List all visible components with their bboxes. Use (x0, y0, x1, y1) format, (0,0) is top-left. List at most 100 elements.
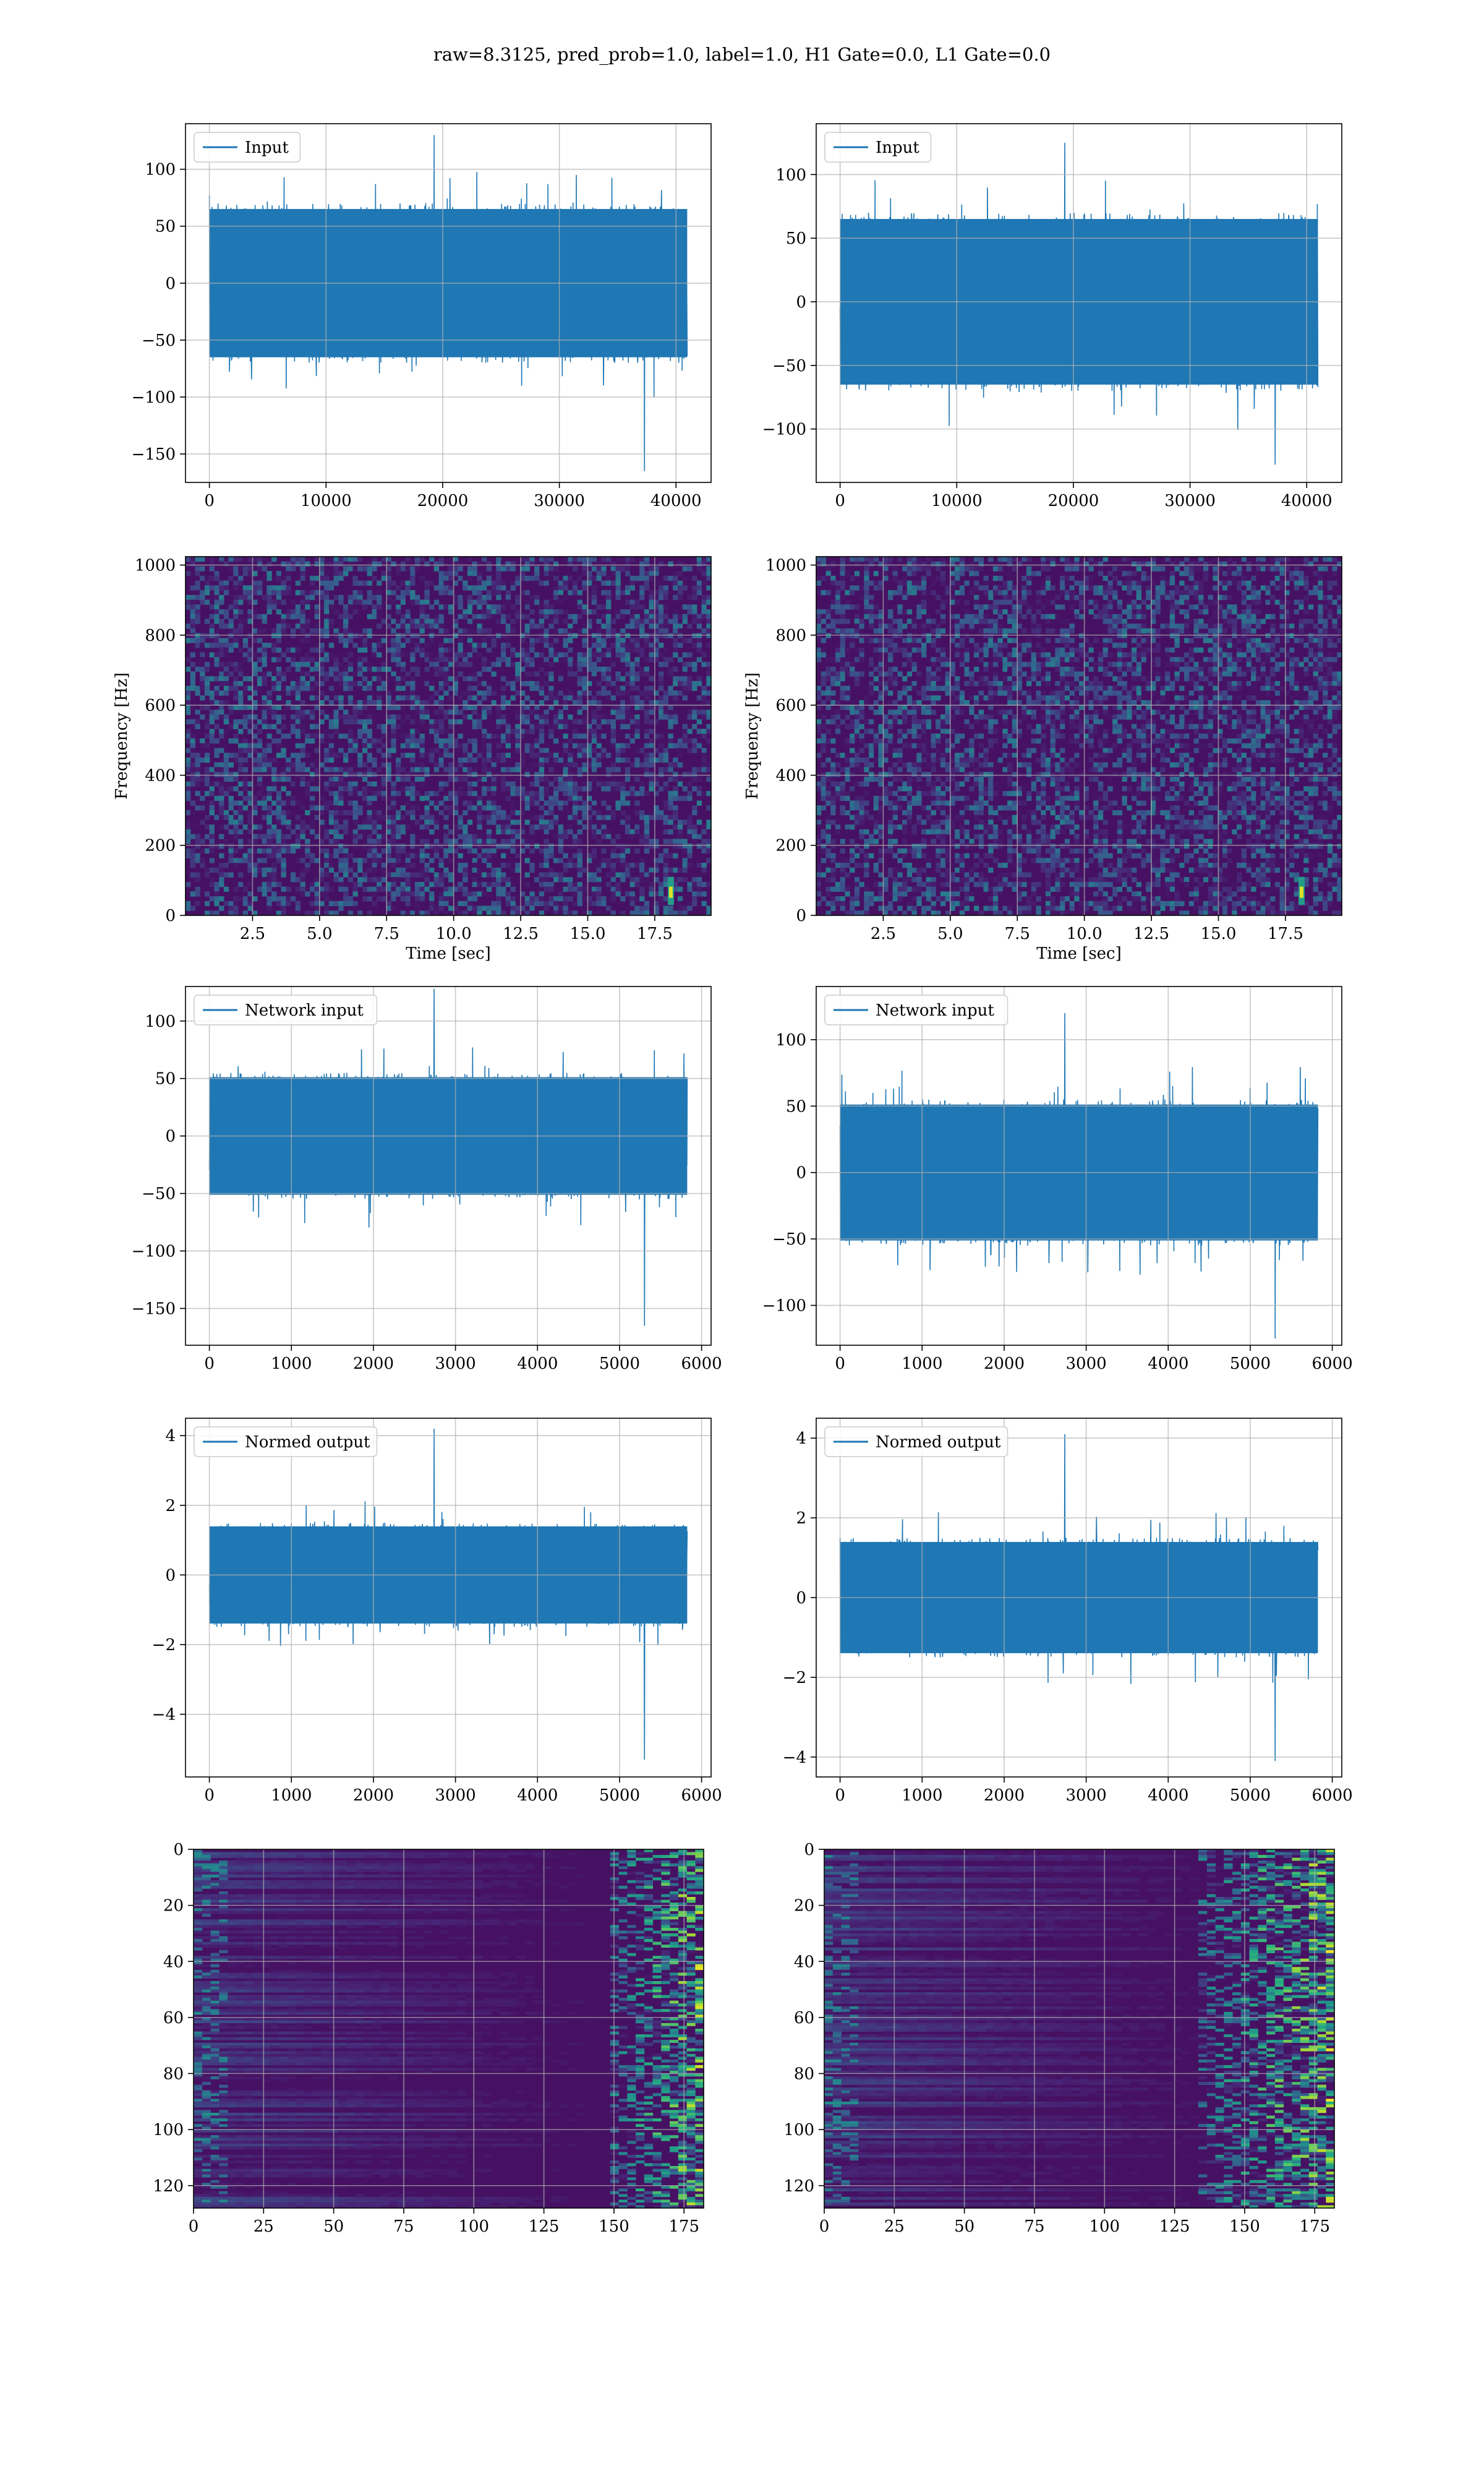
spectrogram-cell (606, 652, 612, 657)
spectrogram-cell (1112, 566, 1118, 571)
spectrogram-cell (591, 719, 597, 725)
spectrogram-cell (659, 594, 664, 601)
spectrogram-cell (372, 795, 377, 801)
spectrogram-cell (281, 844, 286, 849)
spectrogram-cell (314, 623, 320, 629)
spectrogram-cell (223, 714, 229, 720)
spectrogram-cell (247, 824, 253, 830)
spectrogram-cell (328, 700, 335, 706)
spectrogram-cell (606, 580, 612, 586)
spectrogram-cell (548, 609, 554, 615)
spectrogram-cell (424, 585, 430, 591)
spectrogram-cell (482, 767, 487, 773)
spectrogram-cell (438, 643, 444, 648)
spectrogram-cell (682, 877, 688, 883)
spectrogram-cell (558, 839, 563, 844)
spectrogram-cell (448, 810, 454, 816)
spectrogram-cell (352, 709, 358, 715)
spectrogram-cell (974, 585, 979, 591)
spectrogram-cell (491, 839, 497, 844)
spectrogram-cell (348, 790, 353, 797)
spectrogram-cell (477, 810, 482, 816)
spectrogram-cell (620, 566, 626, 571)
spectrogram-cell (902, 594, 908, 601)
spectrogram-cell (324, 867, 330, 873)
spectrogram-cell (333, 571, 339, 576)
spectrogram-cell (443, 839, 449, 844)
spectrogram-cell (381, 877, 387, 883)
spectrogram-cell (1184, 566, 1190, 571)
spectrogram-cell (486, 580, 492, 586)
spectrogram-cell (692, 724, 697, 729)
spectrogram-cell (319, 877, 325, 883)
spectrogram-cell (615, 872, 621, 878)
spectrogram-cell (286, 834, 291, 839)
spectrogram-cell (242, 643, 248, 648)
spectrogram-cell (219, 762, 224, 768)
spectrogram-cell (1169, 571, 1175, 576)
spectrogram-cell (438, 666, 444, 672)
spectrogram-cell (453, 886, 458, 892)
spectrogram-cell (453, 810, 458, 816)
spectrogram-cell (343, 643, 349, 648)
spectrogram-cell (654, 790, 659, 797)
spectrogram-cell (486, 910, 492, 915)
spectrogram-cell (438, 652, 444, 657)
spectrogram-cell (247, 585, 253, 591)
spectrogram-cell (209, 844, 215, 849)
spectrogram-cell (448, 647, 454, 653)
spectrogram-cell (634, 695, 640, 701)
spectrogram-cell (673, 786, 678, 792)
spectrogram-cell (348, 810, 353, 816)
spectrogram-cell (620, 704, 626, 710)
spectrogram-cell (186, 690, 191, 696)
spectrogram-cell (644, 571, 650, 576)
spectrogram-cell (386, 594, 391, 601)
spectrogram-cell (568, 633, 573, 638)
spectrogram-cell (491, 790, 497, 797)
spectrogram-cell (687, 844, 693, 849)
spectrogram-cell (338, 844, 344, 849)
spectrogram-cell (673, 824, 678, 830)
spectrogram-cell (267, 795, 272, 801)
spectrogram-cell (477, 690, 482, 696)
spectrogram-cell (534, 704, 540, 710)
spectrogram-cell (328, 748, 335, 753)
spectrogram-cell (591, 638, 597, 643)
spectrogram-cell (673, 776, 678, 782)
spectrogram-cell (668, 743, 673, 748)
spectrogram-cell (467, 905, 473, 911)
spectrogram-cell (692, 829, 697, 835)
spectrogram-cell (419, 820, 425, 825)
spectrogram-cell (629, 738, 635, 744)
spectrogram-cell (367, 662, 372, 667)
spectrogram-cell (496, 704, 501, 710)
y-tick-label: 100 (775, 166, 806, 184)
spectrogram-cell (649, 571, 654, 576)
spectrogram-cell (840, 561, 845, 567)
spectrogram-cell (940, 575, 946, 581)
spectrogram-cell (276, 695, 282, 701)
spectrogram-cell (936, 575, 941, 581)
spectrogram-cell (553, 901, 559, 907)
spectrogram-cell (510, 896, 516, 902)
spectrogram-cell (1274, 575, 1281, 581)
spectrogram-cell (505, 824, 511, 830)
spectrogram-cell (324, 829, 330, 835)
spectrogram-cell (267, 599, 272, 605)
spectrogram-cell (410, 872, 416, 878)
subplot-grid: 0 10000 20000 30000 40000−150−100−50050100In… (113, 123, 1353, 2236)
spectrogram-cell (472, 719, 477, 725)
spectrogram-cell (271, 839, 277, 844)
spectrogram-cell (472, 695, 477, 701)
spectrogram-cell (572, 781, 578, 787)
spectrogram-cell (338, 905, 344, 911)
spectrogram-cell (396, 566, 401, 571)
spectrogram-cell (654, 748, 659, 753)
spectrogram-cell (692, 896, 697, 902)
spectrogram-cell (486, 834, 492, 839)
spectrogram-cell (405, 671, 411, 677)
spectrogram-cell (668, 905, 673, 911)
spectrogram-cell (438, 729, 444, 734)
spectrogram-cell (563, 853, 568, 858)
